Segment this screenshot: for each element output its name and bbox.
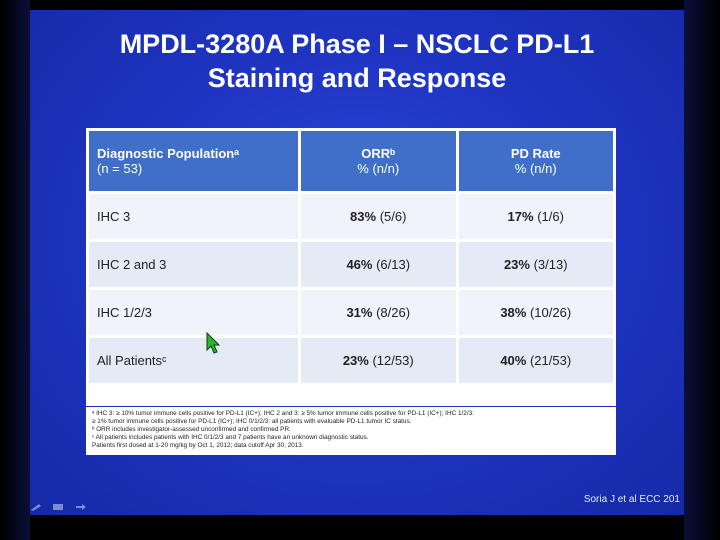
table-header-row: Diagnostic Populationᵃ (n = 53) ORRᵇ % (… [89, 131, 613, 191]
orr-count: (5/6) [379, 209, 407, 224]
row-label: IHC 1/2/3 [89, 290, 298, 335]
slide-title-line1: MPDL-3280A Phase I – NSCLC PD-L1 [119, 29, 595, 59]
orr-cell: 46% (6/13) [301, 242, 456, 287]
table-row: All Patientsᶜ 23% (12/53) 40% (21/53) [89, 338, 613, 383]
results-table: Diagnostic Populationᵃ (n = 53) ORRᵇ % (… [86, 128, 616, 386]
pen-icon[interactable] [30, 498, 42, 511]
pd-count: (10/26) [529, 305, 572, 320]
footnote-line: ᵃ IHC 3: ≥ 10% tumor immune cells positi… [92, 410, 474, 417]
header-orr: ORRᵇ % (n/n) [301, 131, 456, 191]
slide: MPDL-3280A Phase I – NSCLC PD-L1 Stainin… [30, 10, 684, 515]
right-edge [684, 0, 720, 540]
pd-count: (3/13) [533, 257, 568, 272]
table-row: IHC 3 83% (5/6) 17% (1/6) [89, 194, 613, 239]
orr-count: (12/53) [372, 353, 414, 368]
orr-count: (6/13) [376, 257, 411, 272]
orr-percent: 23% [342, 353, 369, 368]
row-label: IHC 2 and 3 [89, 242, 298, 287]
pd-percent: 40% [500, 353, 527, 368]
pd-count: (21/53) [529, 353, 572, 368]
pd-percent: 17% [507, 209, 534, 224]
pd-percent: 38% [500, 305, 527, 320]
slide-title-line2: Staining and Response [207, 63, 507, 93]
orr-cell: 83% (5/6) [301, 194, 456, 239]
row-label: IHC 3 [89, 194, 298, 239]
orr-percent: 83% [350, 209, 377, 224]
left-edge [0, 0, 30, 540]
pd-count: (1/6) [537, 209, 564, 224]
header-population-sub: (n = 53) [97, 161, 143, 176]
orr-count: (8/26) [376, 305, 411, 320]
table-row: IHC 2 and 3 46% (6/13) 23% (3/13) [89, 242, 613, 287]
footnote-line: ᶜ All patients includes patients with IH… [92, 434, 369, 441]
citation: Soria J et al ECC 201 [583, 494, 680, 505]
cursor-icon [206, 331, 221, 359]
table-row: IHC 1/2/3 31% (8/26) 38% (10/26) [89, 290, 613, 335]
pd-cell: 23% (3/13) [458, 242, 613, 287]
header-orr-main: ORRᵇ [361, 146, 396, 161]
header-population-main: Diagnostic Populationᵃ [97, 146, 240, 161]
orr-percent: 31% [346, 305, 373, 320]
pd-cell: 17% (1/6) [458, 194, 613, 239]
header-orr-sub: % (n/n) [357, 161, 400, 176]
orr-percent: 46% [346, 257, 373, 272]
orr-cell: 23% (12/53) [301, 338, 456, 383]
orr-cell: 31% (8/26) [301, 290, 456, 335]
footnote-line: ᵇ ORR includes investigator-assessed unc… [92, 426, 291, 433]
pd-cell: 38% (10/26) [458, 290, 613, 335]
header-population: Diagnostic Populationᵃ (n = 53) [89, 131, 298, 191]
arrow-icon[interactable] [75, 498, 87, 510]
header-pd-sub: % (n/n) [514, 161, 557, 176]
slideshow-controls [30, 498, 93, 516]
pd-cell: 40% (21/53) [458, 338, 613, 383]
pd-percent: 23% [503, 257, 530, 272]
results-table-container: Diagnostic Populationᵃ (n = 53) ORRᵇ % (… [86, 128, 616, 406]
header-pd-rate: PD Rate % (n/n) [458, 131, 613, 191]
footnote-line: Patients first dosed at 1-20 mg/kg by Oc… [92, 442, 304, 449]
header-pd-main: PD Rate [510, 146, 561, 161]
screen-icon[interactable] [52, 498, 64, 510]
row-label: All Patientsᶜ [89, 338, 298, 383]
footnotes: ᵃ IHC 3: ≥ 10% tumor immune cells positi… [86, 407, 616, 455]
footnote-line: ≥ 1% tumor immune cells positive for PD-… [92, 418, 412, 425]
